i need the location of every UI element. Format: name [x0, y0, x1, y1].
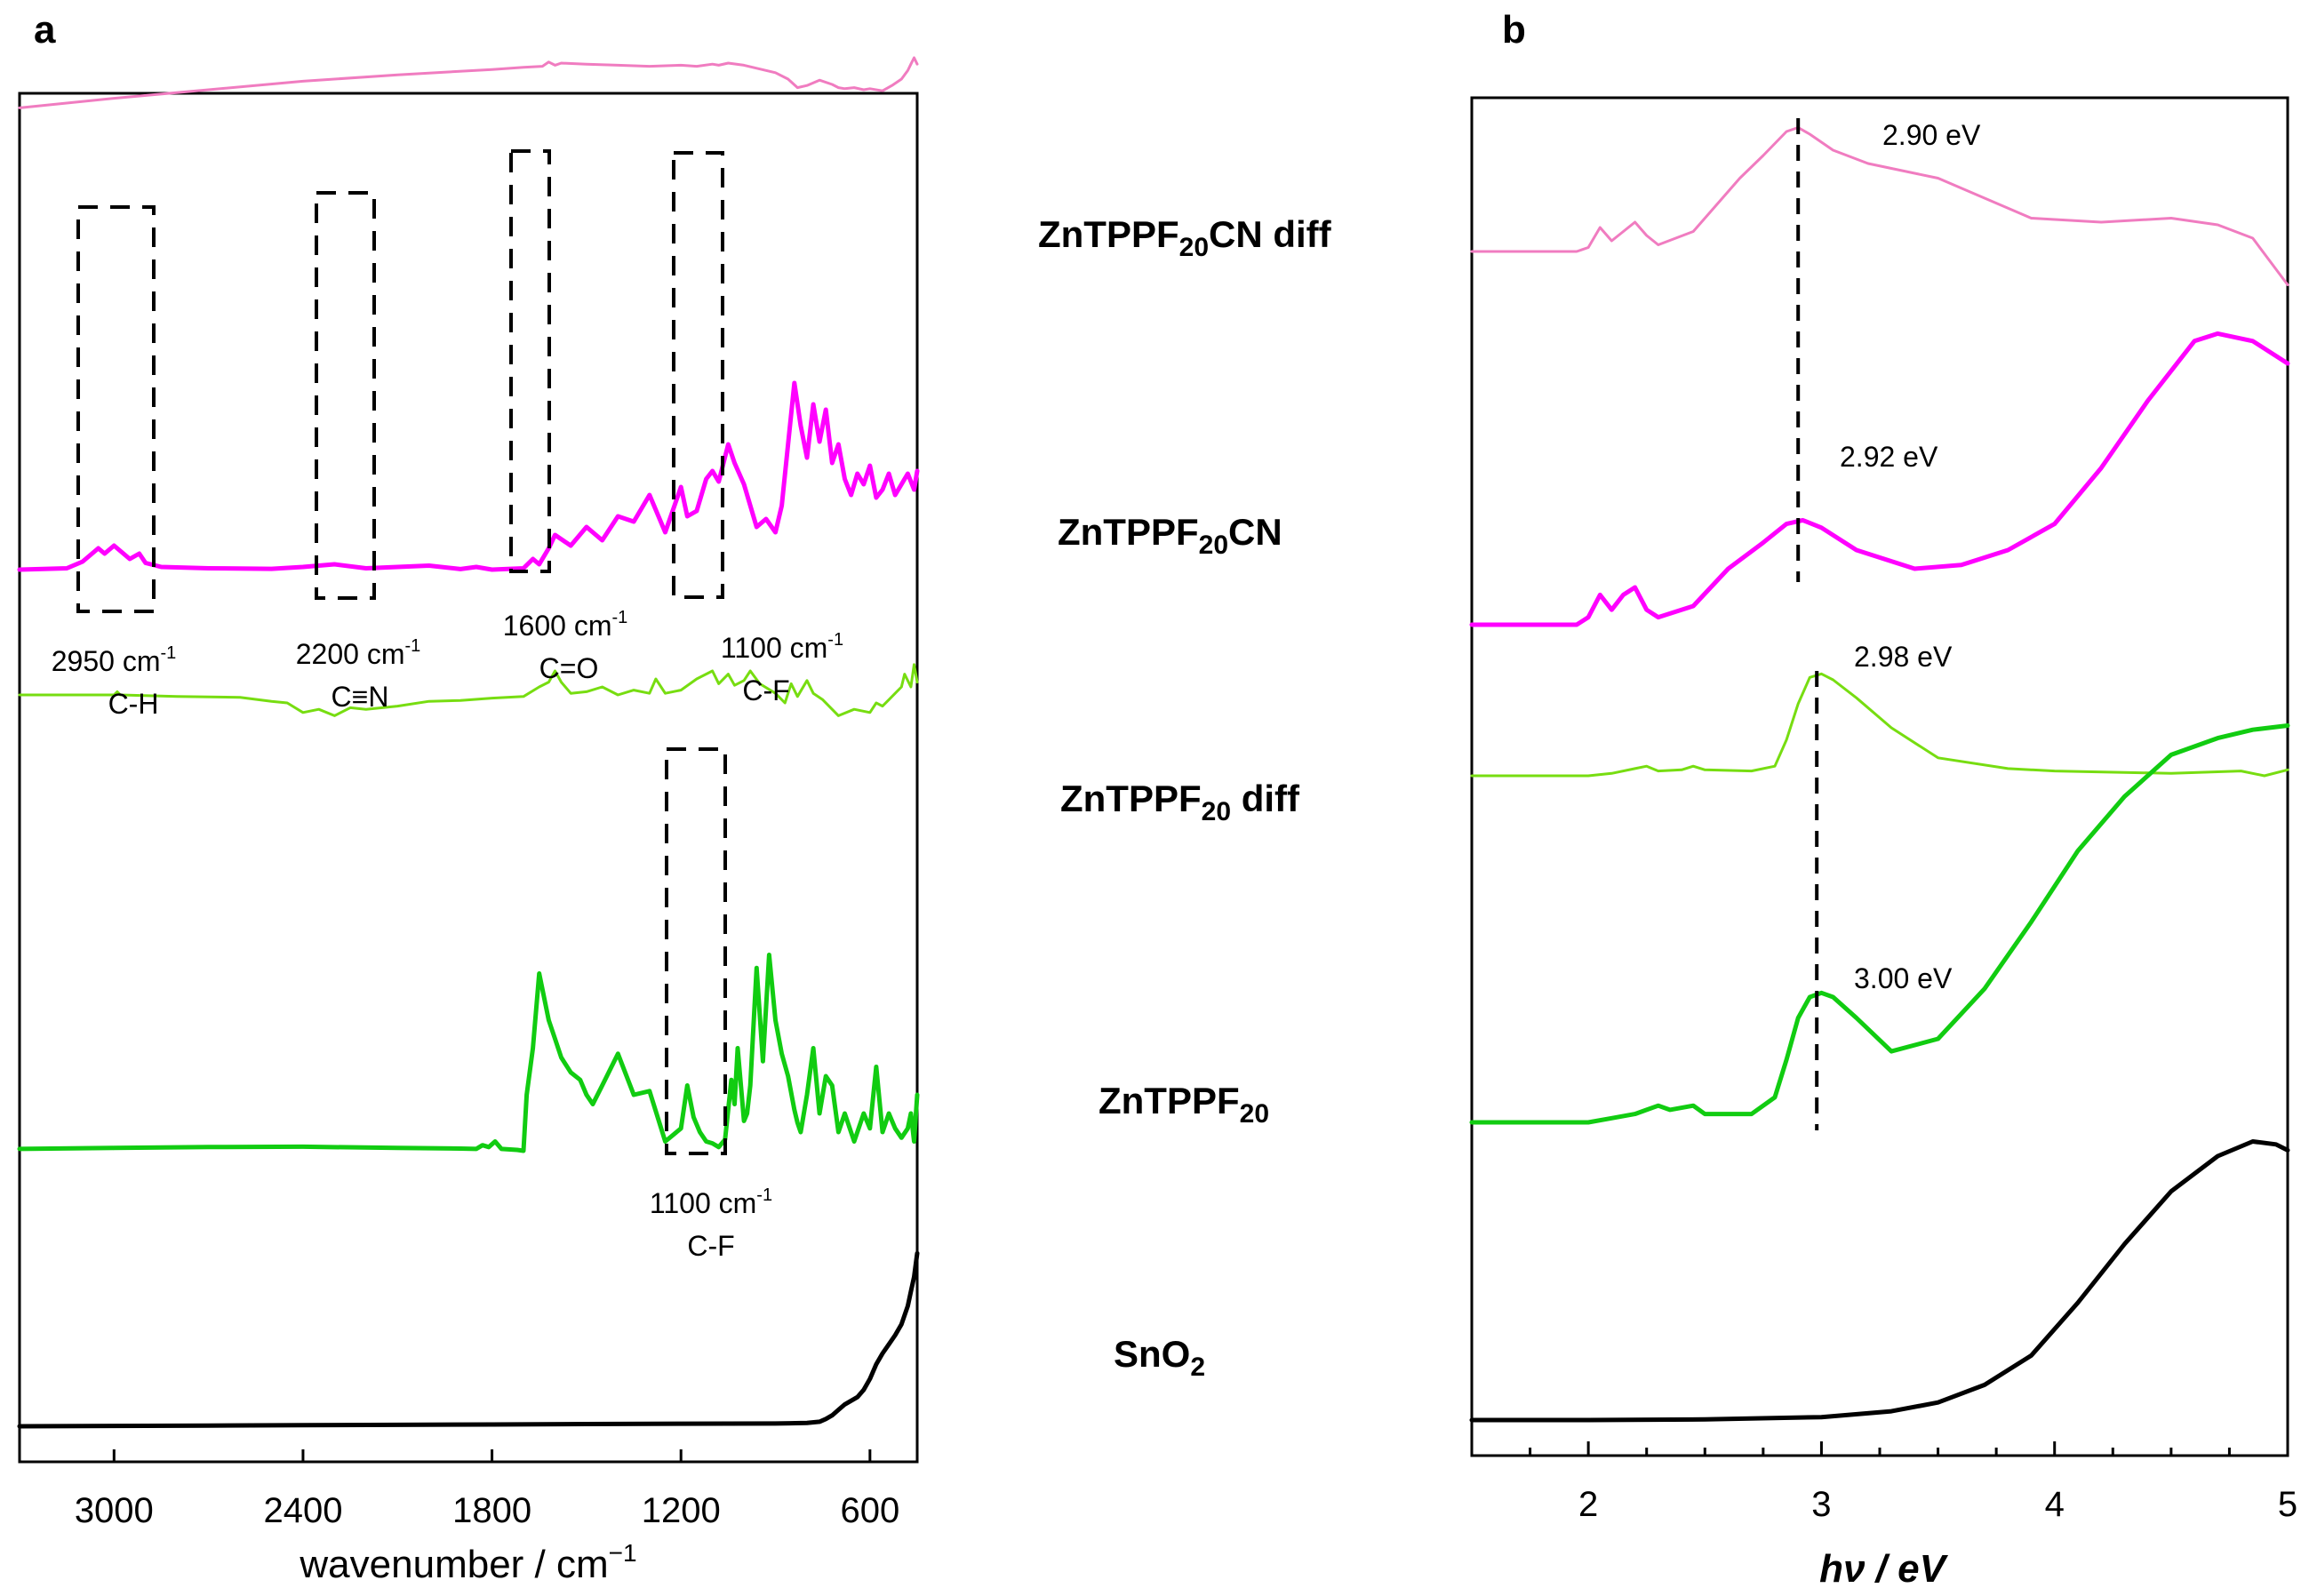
annotation-cf-bottom-sup: -1	[756, 1185, 772, 1205]
annotation-cf-top-sup: -1	[827, 630, 843, 650]
dashed-box-cf-bottom	[665, 747, 727, 1155]
svg-text:2200 cm-1: 2200 cm-1	[296, 636, 421, 670]
dashed-box-ch	[76, 205, 156, 613]
legend-item-zntppf20cn: ZnTPPF20CN	[1058, 511, 1282, 560]
series-a-sno2	[17, 1250, 920, 1429]
annotation-cn-group: C≡N	[332, 681, 389, 713]
series-a-zntppf20cn-diff	[18, 56, 919, 109]
panel-a-x-axis: 3000 2400 1800 1200 600	[75, 1449, 899, 1530]
legend-item-zntppf20: ZnTPPF20	[1099, 1080, 1269, 1129]
series-b-zntppf20-diff	[1470, 672, 2289, 778]
panel-b-frame	[1470, 96, 2289, 1457]
annotation-co: 1600 cm-1 C=O	[503, 608, 628, 684]
b-tick-label-4: 4	[2045, 1485, 2065, 1524]
annotation-cf-top: 1100 cm-1 C-F	[721, 630, 843, 706]
panel-b: 2.90 eV 2.92 eV 2.98 eV 3.00 eV 2 3 4 5 hν …	[1469, 96, 2297, 1591]
panel-b-x-axis: 2 3 4 5	[1470, 1441, 2297, 1524]
peak-label-zntppf20: 3.00 eV	[1854, 962, 1953, 994]
annotation-cf-bottom: 1100 cm-1 C-F	[650, 1185, 772, 1262]
panel-b-peak-lines	[1796, 118, 1819, 1130]
panel-a: 2950 cm-1 C-H 2200 cm-1 C≡N 1600 cm-1 C=…	[17, 56, 920, 1586]
panel-a-x-axis-title: wavenumber / cm−1	[299, 1539, 636, 1586]
legend-item-zntppf20-diff: ZnTPPF20 diff	[1060, 778, 1300, 826]
dashed-box-co	[509, 149, 551, 573]
a-tick-label-3000: 3000	[75, 1491, 154, 1530]
annotation-co-group: C=O	[539, 652, 599, 684]
series-b-sno2	[1469, 1139, 2290, 1423]
a-tick-label-2400: 2400	[263, 1491, 342, 1530]
svg-text:2950 cm-1: 2950 cm-1	[52, 643, 177, 677]
panel-b-letter: b	[1502, 8, 1526, 52]
legend: ZnTPPF20CN diff ZnTPPF20CN ZnTPPF20 diff…	[1038, 213, 1332, 1382]
dashed-box-cn	[315, 191, 376, 600]
peak-label-zntppf20cn-diff: 2.90 eV	[1882, 119, 1981, 151]
a-tick-label-1200: 1200	[642, 1491, 721, 1530]
annotation-co-wavenumber: 1600 cm	[503, 610, 612, 642]
series-a-zntppf20-diff	[18, 663, 919, 717]
svg-text:1100 cm-1: 1100 cm-1	[650, 1185, 772, 1219]
svg-text:1100 cm-1: 1100 cm-1	[721, 630, 843, 664]
annotation-cf-top-group: C-F	[742, 674, 789, 706]
panel-a-frame	[18, 92, 919, 1464]
panel-b-x-axis-title: hν / eV	[1819, 1547, 1948, 1591]
annotation-cn: 2200 cm-1 C≡N	[296, 636, 421, 713]
panel-b-curves	[1469, 126, 2290, 1423]
panel-a-letter: a	[34, 8, 56, 52]
annotation-cn-wavenumber: 2200 cm	[296, 638, 405, 670]
annotation-cn-sup: -1	[404, 636, 420, 656]
annotation-ch: 2950 cm-1 C-H	[52, 643, 177, 720]
annotation-co-sup: -1	[611, 608, 627, 627]
series-b-zntppf20cn	[1469, 331, 2290, 627]
peak-label-zntppf20cn: 2.92 eV	[1840, 441, 1938, 473]
svg-text:1600 cm-1: 1600 cm-1	[503, 608, 628, 642]
series-a-zntppf20cn	[17, 380, 920, 572]
legend-item-sno2: SnO2	[1114, 1333, 1205, 1382]
panel-a-curves	[17, 56, 920, 1429]
annotation-ch-group: C-H	[108, 688, 159, 720]
dashed-box-cf-top	[672, 151, 724, 599]
annotation-cf-top-wavenumber: 1100 cm	[721, 632, 827, 664]
a-tick-label-1800: 1800	[452, 1491, 531, 1530]
series-a-zntppf20	[17, 953, 920, 1153]
b-tick-label-5: 5	[2278, 1485, 2297, 1524]
peak-label-zntppf20-diff: 2.98 eV	[1854, 641, 1953, 673]
series-b-zntppf20	[1469, 723, 2290, 1125]
annotation-ch-wavenumber: 2950 cm	[52, 645, 161, 677]
b-tick-label-3: 3	[1811, 1485, 1831, 1524]
annotation-cf-bottom-group: C-F	[687, 1230, 734, 1262]
annotation-cf-bottom-wavenumber: 1100 cm	[650, 1187, 756, 1219]
b-tick-label-2: 2	[1578, 1485, 1598, 1524]
annotation-ch-sup: -1	[160, 643, 176, 663]
legend-item-zntppf20cn-diff: ZnTPPF20CN diff	[1038, 213, 1332, 262]
series-b-zntppf20cn-diff	[1470, 126, 2289, 286]
a-tick-label-600: 600	[840, 1491, 899, 1530]
